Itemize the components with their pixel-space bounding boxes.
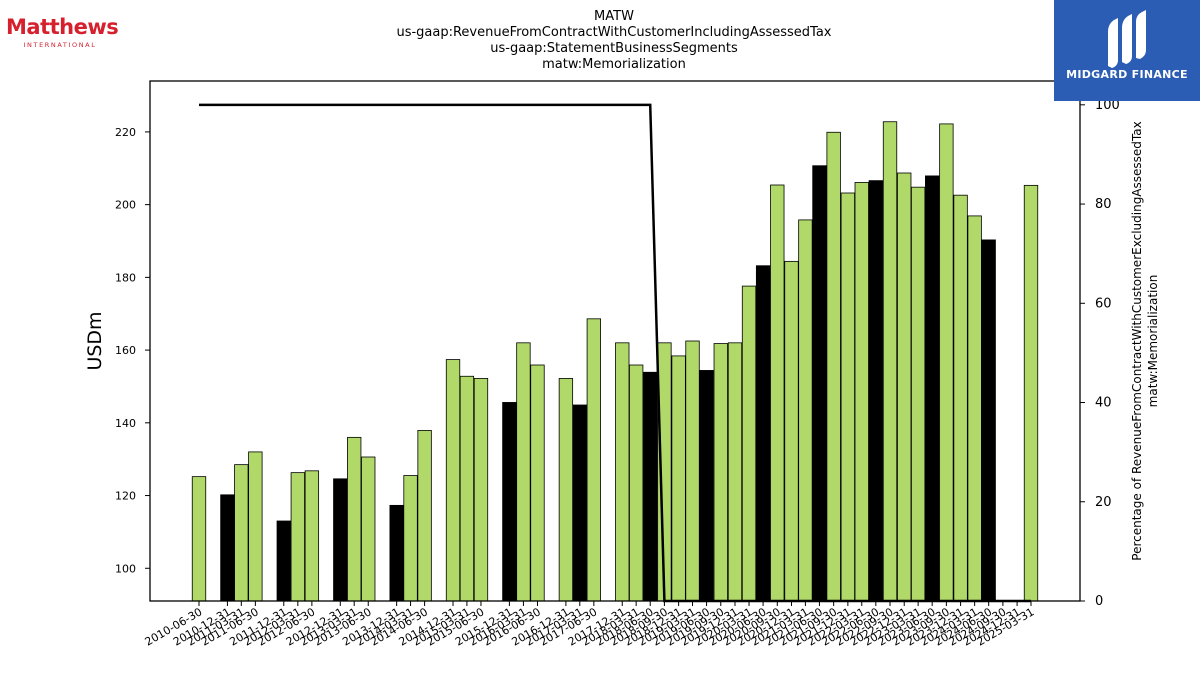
y2-tick-label: 80 [1095,197,1112,212]
bar [347,436,362,602]
y2-tick-label: 100 [1095,98,1120,113]
title-line: us-gaap:RevenueFromContractWithCustomerI… [396,25,831,40]
bar [741,285,757,602]
bar [403,475,418,602]
bar [882,121,898,602]
y-tick-label: 180 [115,271,136,284]
bars-group [191,121,1039,602]
y-axis-label: USDm [84,311,106,370]
plot-frame [149,80,1081,602]
bar [1023,184,1039,602]
bar [220,494,235,602]
y-tick-label: 160 [115,344,136,357]
bar [248,451,263,602]
bar [939,123,954,602]
bar [699,370,714,602]
y-tick-label: 200 [115,199,136,212]
y-tick-label: 100 [115,562,136,575]
bar [502,402,517,602]
bar [361,456,376,602]
y2-tick-label: 40 [1095,396,1112,411]
bar [615,342,630,602]
bar [473,378,489,602]
bar [290,472,305,602]
logo-left-name: Matthews [6,15,119,39]
bar [389,504,404,602]
logo-left-sub: INTERNATIONAL [23,41,97,49]
y2-axis-label: matw:Memorialization [1146,275,1160,408]
bar [925,175,940,602]
bar [629,364,644,602]
bar [784,260,799,602]
bar [459,375,475,602]
bar [304,470,320,602]
matthews-logo: Matthews INTERNATIONAL [6,14,119,50]
bar [572,404,587,602]
title-line: MATW [594,9,634,24]
bar [445,359,461,602]
bar [727,342,743,602]
y2-tick-label: 20 [1095,495,1112,510]
bar [530,364,545,602]
bar [713,343,728,602]
bar [770,184,785,602]
bar [586,318,601,602]
bar [671,355,686,602]
bar [854,182,869,602]
bar [558,378,574,602]
y2-axis-label: Percentage of RevenueFromContractWithCus… [1130,121,1144,560]
midgard-finance-logo: MIDGARD FINANCE [1054,0,1200,101]
title-line: matw:Memorialization [542,57,686,72]
midgard-mark-icon [1108,10,1146,68]
bar [333,478,348,602]
y2-tick-label: 60 [1095,296,1112,311]
bar [191,476,207,602]
y2-tick-label: 0 [1095,594,1103,609]
bar [643,371,658,602]
bar [276,520,291,602]
title-line: us-gaap:StatementBusinessSegments [490,41,738,56]
bar [967,215,982,602]
bar [826,131,841,602]
logo-right-name: MIDGARD FINANCE [1066,68,1188,81]
bar [840,192,856,602]
bar [417,430,432,602]
bar [755,265,771,602]
bar [910,186,926,602]
bar [798,219,813,602]
bar [981,239,996,602]
bar [516,342,531,602]
bar [897,172,912,602]
bar [812,165,827,602]
y-tick-label: 120 [115,490,136,503]
bar [234,464,249,602]
bar [868,180,883,602]
bar [685,340,700,602]
bar [953,194,968,602]
y-tick-label: 140 [115,417,136,430]
chart-title: MATWus-gaap:RevenueFromContractWithCusto… [396,9,831,72]
y-tick-label: 220 [115,126,136,139]
